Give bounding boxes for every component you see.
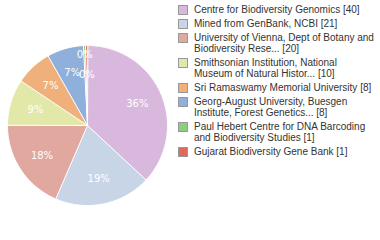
svg-text:9%: 9% [28, 104, 44, 115]
html-text:Georg-August University, Buesg: Georg-August University, Buesgen Institu… [194, 96, 348, 118]
svg-text:7%: 7% [43, 80, 59, 91]
html-text:Smithsonian Institution, Natio: Smithsonian Institution, National Museum… [194, 57, 337, 79]
svg-text:18%: 18% [31, 150, 53, 161]
html-text:Sri Ramaswamy Memorial Univers: Sri Ramaswamy Memorial University [8] [194, 82, 372, 93]
html-text:University of Vienna, Dept of: University of Vienna, Dept of Botany and… [194, 32, 374, 54]
html-text:Centre for Biodiversity Genomi: Centre for Biodiversity Genomics [40] [194, 4, 360, 15]
svg-text:19%: 19% [88, 173, 110, 184]
svg-text:0%: 0% [77, 49, 93, 60]
svg-text:36%: 36% [126, 98, 148, 109]
html-text:Gujarat Biodiversity Gene Bank: Gujarat Biodiversity Gene Bank [1] [194, 146, 348, 157]
html-text:Mined from GenBank, NCBI [21]: Mined from GenBank, NCBI [21] [194, 18, 338, 29]
svg-text:0%: 0% [79, 69, 95, 80]
svg-text:7%: 7% [64, 67, 80, 78]
html-text:Paul Hebert Centre for DNA Bar: Paul Hebert Centre for DNA Barcoding and… [194, 121, 366, 143]
